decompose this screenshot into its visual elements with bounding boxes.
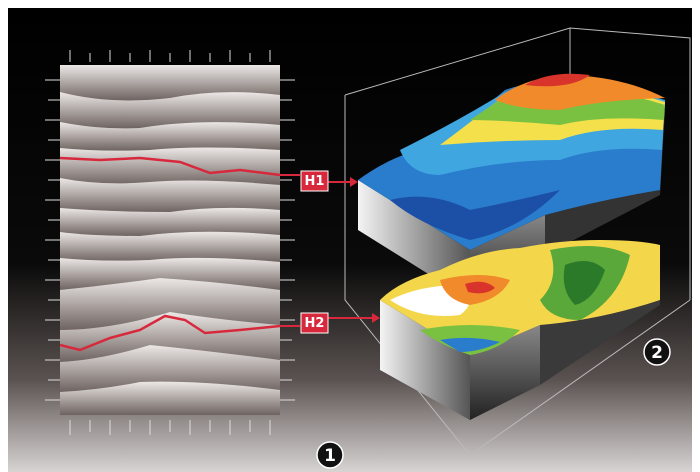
marker-two: 2 [651,343,663,363]
illustration: H1 H2 1 2 [0,0,700,472]
h1-label: H1 [305,174,325,189]
seismic-section [45,50,295,435]
h2-label: H2 [305,316,325,331]
marker-one: 1 [324,446,336,466]
